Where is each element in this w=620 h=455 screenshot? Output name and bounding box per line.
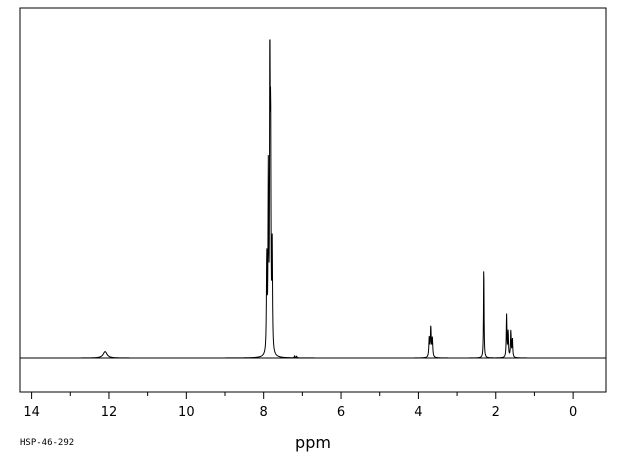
x-axis-ticks: 14 12 10 8 6 4 2 0 bbox=[23, 392, 577, 420]
x-tick-label: 0 bbox=[569, 405, 577, 420]
x-tick-label: 4 bbox=[414, 405, 422, 420]
sample-id-label: HSP-46-292 bbox=[20, 438, 74, 448]
x-tick-label: 2 bbox=[492, 405, 500, 420]
x-axis-title: ppm bbox=[295, 433, 331, 452]
x-tick-label: 12 bbox=[101, 405, 118, 420]
x-tick-label: 6 bbox=[337, 405, 345, 420]
x-tick-label: 10 bbox=[178, 405, 195, 420]
spectrum-line bbox=[20, 39, 606, 359]
plot-area-frame bbox=[19, 7, 607, 393]
x-tick-label: 8 bbox=[260, 405, 268, 420]
x-tick-label: 14 bbox=[23, 405, 40, 420]
